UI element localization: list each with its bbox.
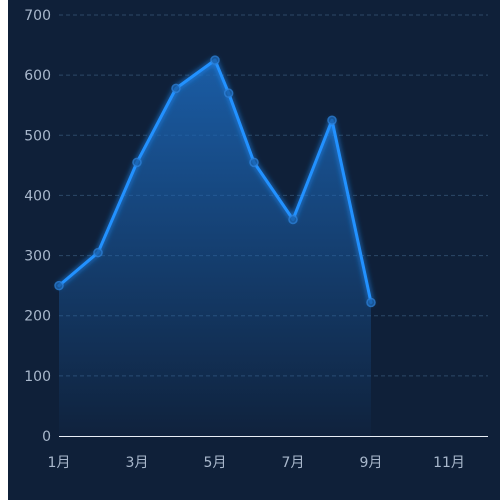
data-point[interactable] — [132, 157, 142, 168]
x-tick-label: 1月 — [48, 455, 71, 471]
x-tick-label: 3月 — [126, 455, 149, 471]
x-tick-label: 9月 — [360, 455, 383, 471]
y-tick-label: 700 — [24, 8, 51, 24]
data-point[interactable] — [366, 297, 376, 308]
x-tick-label: 7月 — [282, 455, 305, 471]
y-tick-label: 400 — [24, 188, 51, 204]
data-point[interactable] — [288, 214, 298, 225]
x-tick-label: 5月 — [204, 455, 227, 471]
x-tick-label: 11月 — [433, 455, 465, 471]
y-tick-label: 0 — [42, 429, 51, 445]
data-point[interactable] — [54, 280, 64, 291]
y-tick-label: 200 — [24, 309, 51, 325]
data-point[interactable] — [93, 247, 103, 258]
x-axis-tick-labels: 1月 3月 5月 7月 9月 11月 — [48, 455, 465, 471]
area-fill — [59, 60, 371, 436]
data-point[interactable] — [327, 115, 337, 125]
data-points — [54, 55, 376, 308]
series-line — [57, 58, 373, 304]
area-fill-layer — [59, 60, 371, 436]
y-tick-label: 100 — [24, 369, 51, 385]
data-point[interactable] — [223, 88, 234, 98]
y-tick-label: 600 — [24, 68, 51, 84]
data-point[interactable] — [171, 83, 181, 94]
data-point[interactable] — [249, 157, 259, 168]
y-tick-label: 500 — [24, 128, 51, 144]
data-point[interactable] — [210, 55, 220, 65]
series-line-layer — [57, 58, 373, 304]
y-tick-label: 300 — [24, 249, 51, 265]
y-axis-tick-labels: 0 100 200 300 400 500 600 700 — [24, 8, 51, 445]
